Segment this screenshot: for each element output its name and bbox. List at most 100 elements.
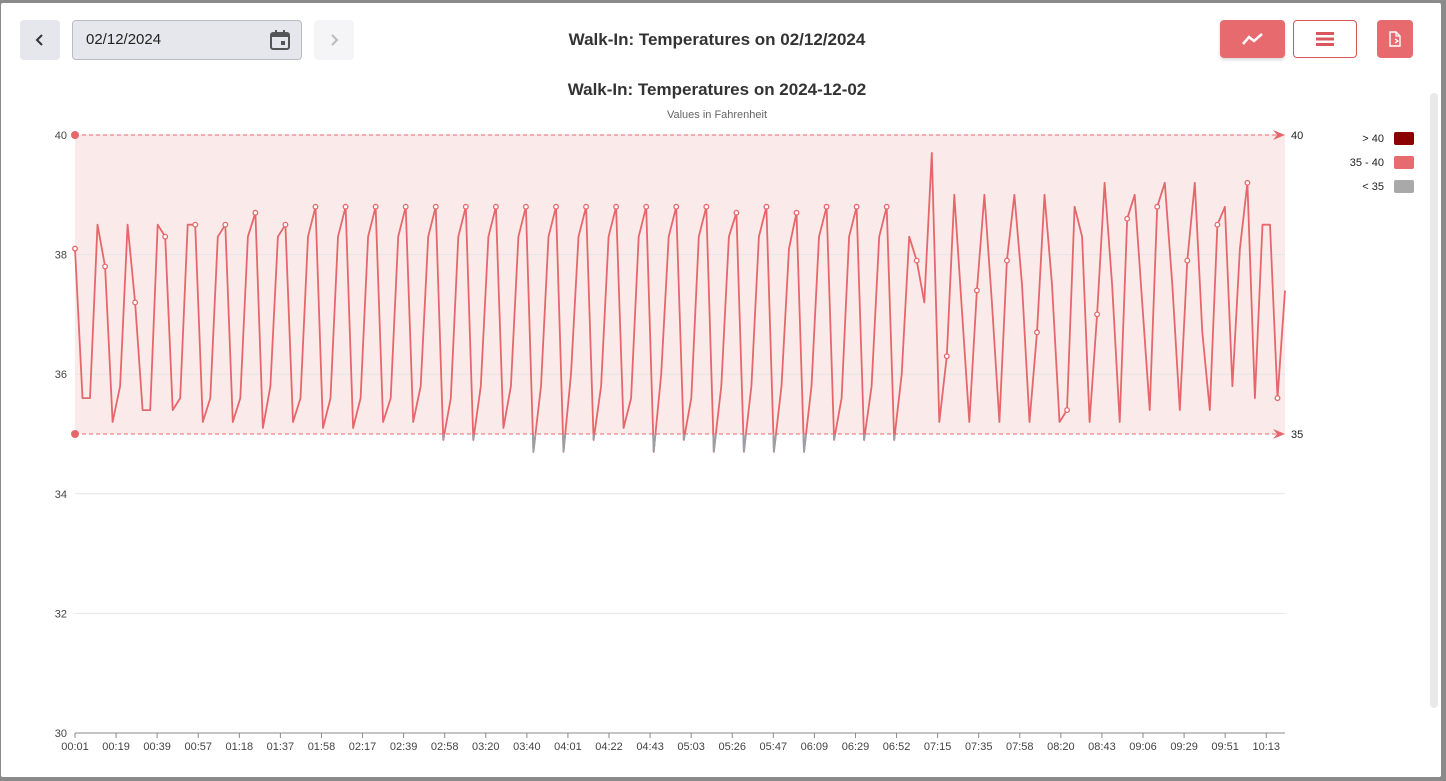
data-point	[1064, 407, 1070, 414]
x-tick-label: 06:52	[883, 741, 911, 753]
x-tick-label: 00:57	[184, 741, 212, 753]
data-point	[613, 203, 620, 210]
below-range-segment	[562, 433, 567, 452]
data-point	[913, 257, 920, 264]
x-tick-label: 08:43	[1088, 741, 1116, 753]
x-tick-label: 09:29	[1170, 741, 1198, 753]
y-tick-label: 32	[55, 608, 67, 620]
target-range-band	[75, 135, 1285, 434]
data-point	[1274, 395, 1281, 402]
data-point	[312, 203, 319, 210]
chevron-left-icon	[35, 34, 43, 46]
below-range-segment	[802, 433, 807, 453]
next-day-button[interactable]	[314, 20, 354, 60]
x-tick-label: 01:58	[308, 741, 336, 753]
data-point	[973, 287, 980, 294]
data-point	[342, 203, 349, 210]
x-tick-label: 06:29	[842, 741, 870, 753]
data-point	[853, 203, 860, 210]
below-range-segment	[652, 433, 657, 452]
y-tick-label: 34	[55, 489, 67, 501]
data-point	[583, 203, 590, 210]
below-range-segment	[442, 433, 446, 441]
legend-swatch	[1394, 132, 1414, 145]
data-point	[1003, 257, 1010, 264]
data-point	[943, 353, 950, 360]
table-view-button[interactable]	[1293, 20, 1357, 58]
line-chart-icon	[1241, 33, 1263, 45]
temperature-chart: Walk-In: Temperatures on 2024-12-02 Valu…	[55, 80, 1414, 753]
data-point	[222, 221, 229, 228]
x-tick-label: 01:18	[226, 741, 254, 753]
vertical-scrollbar[interactable]	[1430, 93, 1438, 708]
x-tick-label: 02:17	[349, 741, 377, 753]
x-tick-label: 04:22	[595, 741, 623, 753]
x-tick-label: 05:03	[677, 741, 705, 753]
below-range-segment	[712, 433, 717, 453]
legend-label: > 40	[1362, 133, 1384, 145]
x-tick-label: 07:35	[965, 741, 993, 753]
chevron-right-icon	[331, 34, 339, 46]
chart-subtitle: Values in Fahrenheit	[667, 109, 767, 121]
data-point	[492, 203, 499, 210]
data-point	[793, 209, 800, 216]
x-tick-label: 03:20	[472, 741, 500, 753]
data-point	[1154, 203, 1161, 210]
below-range-segment	[833, 433, 836, 441]
data-point	[102, 263, 109, 270]
data-point	[1094, 311, 1101, 318]
below-range-segment	[472, 433, 476, 441]
data-point	[703, 203, 710, 210]
export-button[interactable]	[1377, 20, 1413, 58]
data-point	[1184, 257, 1191, 264]
x-tick-label: 05:47	[760, 741, 788, 753]
x-tick-label: 10:13	[1252, 741, 1280, 753]
data-point	[1124, 215, 1131, 222]
data-point	[192, 221, 199, 228]
legend-label: < 35	[1362, 181, 1384, 193]
data-point	[883, 203, 890, 210]
below-range-segment	[893, 433, 896, 441]
data-point	[282, 221, 289, 228]
x-tick-label: 06:09	[801, 741, 829, 753]
below-range-segment	[863, 433, 866, 441]
data-point	[252, 209, 259, 216]
threshold-marker-low	[71, 430, 79, 438]
x-tick-label: 09:51	[1211, 741, 1239, 753]
threshold-arrow-high	[1273, 130, 1285, 140]
x-tick-label: 03:40	[513, 741, 541, 753]
data-point	[72, 245, 78, 252]
data-point	[432, 203, 439, 210]
threshold-label-high: 40	[1291, 130, 1303, 142]
data-point	[1244, 179, 1251, 186]
data-point	[823, 203, 830, 210]
y-tick-label: 38	[55, 250, 67, 262]
data-point	[402, 203, 409, 210]
temperature-series-line	[74, 152, 1286, 453]
chart-view-button[interactable]	[1220, 20, 1285, 58]
calendar-icon[interactable]	[269, 29, 291, 51]
x-tick-label: 00:01	[61, 741, 89, 753]
data-point	[162, 233, 169, 240]
x-tick-label: 07:58	[1006, 741, 1034, 753]
x-tick-label: 02:58	[431, 741, 459, 753]
x-tick-label: 01:37	[267, 741, 295, 753]
app-window: 02/12/2024 Walk-In: Temperatures on 02/1…	[1, 3, 1441, 777]
x-tick-label: 00:39	[143, 741, 171, 753]
x-tick-label: 04:43	[636, 741, 664, 753]
data-point	[763, 203, 770, 210]
date-input[interactable]: 02/12/2024	[72, 20, 302, 60]
x-tick-label: 08:20	[1047, 741, 1075, 753]
y-tick-label: 30	[55, 728, 67, 740]
x-tick-label: 07:15	[924, 741, 952, 753]
x-tick-label: 00:19	[102, 741, 130, 753]
x-tick-label: 02:39	[390, 741, 418, 753]
data-point	[522, 203, 529, 210]
below-range-segment	[682, 433, 686, 441]
x-tick-label: 05:26	[718, 741, 746, 753]
previous-day-button[interactable]	[20, 20, 60, 60]
threshold-marker-high	[71, 131, 79, 139]
data-point	[643, 203, 650, 210]
x-tick-label: 04:01	[554, 741, 582, 753]
data-point	[462, 203, 469, 210]
